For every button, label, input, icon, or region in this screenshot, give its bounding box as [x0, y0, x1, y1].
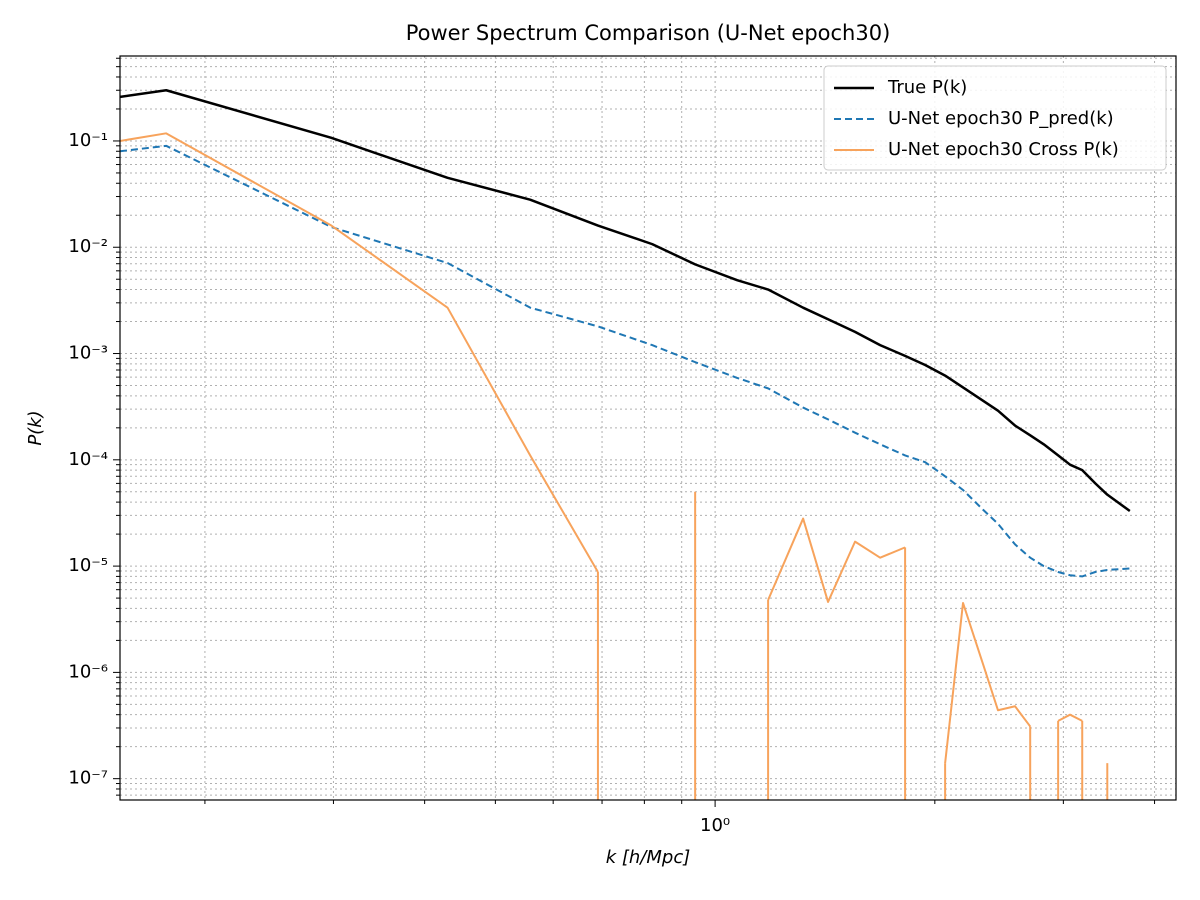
series-line: [120, 88, 1131, 513]
chart-title: Power Spectrum Comparison (U-Net epoch30…: [406, 21, 891, 45]
y-tick-label: 10⁻³: [68, 343, 108, 364]
plot-frame: [119, 55, 1177, 801]
series-line: [120, 144, 1130, 578]
legend-label: U-Net epoch30 P_pred(k): [888, 108, 1114, 129]
y-tick-label: 10⁻⁵: [68, 555, 108, 576]
y-tick-label: 10⁻⁶: [68, 661, 108, 682]
series-line: [120, 133, 1107, 763]
y-tick-label: 10⁻⁴: [68, 449, 108, 470]
y-tick-label: 10⁻⁷: [68, 768, 108, 789]
legend-box: [823, 65, 1167, 171]
y-axis-label: P(k): [25, 410, 46, 445]
legend-label: True P(k): [887, 77, 967, 98]
y-tick-label: 10⁻²: [68, 236, 108, 257]
x-tick-label: 10⁰: [700, 815, 730, 836]
x-axis-label: k [h/Mpc]: [606, 847, 691, 868]
legend-label: U-Net epoch30 Cross P(k): [888, 139, 1119, 160]
y-tick-label: 10⁻¹: [68, 130, 108, 151]
